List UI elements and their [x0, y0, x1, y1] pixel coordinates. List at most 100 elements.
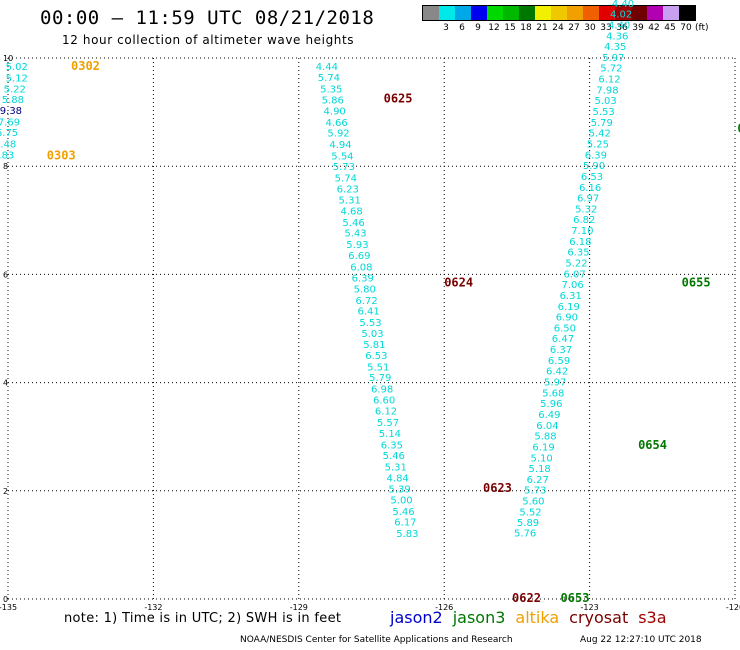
swh-value: 5.92 — [327, 129, 349, 140]
chart-title: 00:00 – 11:59 UTC 08/21/2018 — [40, 7, 375, 29]
swh-value: 5.03 — [361, 329, 383, 340]
swh-value: 4.66 — [325, 118, 347, 129]
swh-value: 6.23 — [337, 184, 359, 195]
y-tick-label: 6 — [3, 270, 8, 279]
swh-value: 4.94 — [329, 140, 351, 151]
swh-value: 6.19 — [558, 302, 580, 313]
swh-value: 4.68 — [340, 207, 362, 218]
y-tick-label: 10 — [3, 54, 13, 63]
legend-swatch — [631, 6, 647, 20]
swh-value: 5.80 — [354, 284, 376, 295]
swh-value: 6.07 — [563, 269, 585, 280]
pass-label: 0303 — [47, 148, 76, 162]
swh-value: 5.96 — [540, 399, 562, 410]
swh-value: 5.54 — [331, 151, 353, 162]
pass-label: 0653 — [561, 591, 590, 605]
swh-value: 6.48 — [0, 139, 16, 150]
swh-value: 5.14 — [379, 429, 401, 440]
swh-value: 6.39 — [585, 150, 607, 161]
legend-swatch — [423, 6, 439, 20]
track-0302-0303: 5.025.125.225.889.387.696.756.485.83 — [0, 62, 28, 161]
chart-subtitle: 12 hour collection of altimeter wave hei… — [62, 33, 355, 47]
swh-value: 5.02 — [6, 62, 28, 73]
pass-label: 0654 — [638, 438, 667, 452]
swh-value: 5.74 — [335, 174, 357, 185]
swh-value: 4.90 — [324, 106, 346, 117]
legend-swatch — [647, 6, 663, 20]
swh-value: 5.72 — [600, 64, 622, 75]
x-tick-label: -129 — [290, 603, 308, 612]
swh-value: 5.46 — [392, 507, 414, 518]
swh-value: 5.00 — [390, 495, 412, 506]
legend-label: 33 — [600, 23, 612, 33]
satellite-tracks: 5.025.125.225.889.387.696.756.485.834.44… — [0, 0, 634, 540]
swh-value: 5.42 — [589, 129, 611, 140]
x-tick-label: -135 — [0, 603, 17, 612]
swh-value: 5.86 — [322, 96, 344, 107]
x-tick-label: -132 — [144, 603, 162, 612]
legend-swatch — [503, 6, 519, 20]
swh-value: 6.31 — [560, 291, 582, 302]
legend-swatch — [455, 6, 471, 20]
pass-label: 0624 — [444, 276, 473, 290]
axis-ticks: -135 -132 -129 -126 -123 -120 0 2 4 6 8 10 — [0, 54, 740, 612]
swh-value: 5.97 — [544, 378, 566, 389]
swh-value: 6.39 — [352, 274, 374, 285]
swh-value: 5.18 — [529, 464, 551, 475]
swh-value: 5.22 — [565, 258, 587, 269]
legend-label: 3 — [443, 23, 449, 33]
legend-swatch — [599, 6, 615, 20]
swh-value: 4.02 — [610, 10, 632, 21]
satellite-altika: altika — [515, 608, 560, 627]
pass-labels: 0302 0303 0625 0624 0623 0622 0653 0654 0655 06 — [47, 59, 740, 605]
y-tick-label: 2 — [3, 487, 8, 496]
legend-label: 36 — [616, 23, 628, 33]
satellite-legend: jason2 jason3 altika cryosat s3a — [390, 608, 677, 627]
satellite-s3a: s3a — [638, 608, 667, 627]
swh-value: 6.49 — [538, 410, 560, 421]
swh-value: 6.37 — [550, 345, 572, 356]
swh-value: 6.98 — [371, 385, 393, 396]
swh-value: 5.53 — [359, 318, 381, 329]
swh-value: 6.47 — [552, 334, 574, 345]
swh-value: 6.72 — [356, 296, 378, 307]
pass-label: 0302 — [71, 59, 100, 73]
swh-value: 5.79 — [591, 118, 613, 129]
x-tick-label: -126 — [435, 603, 453, 612]
legend-swatch — [519, 6, 535, 20]
swh-value: 5.46 — [383, 451, 405, 462]
track-0653-0656: 5.765.895.525.605.736.275.185.106.195.88… — [514, 0, 634, 539]
swh-value: 5.46 — [342, 218, 364, 229]
swh-value: 5.81 — [363, 340, 385, 351]
legend-label: 15 — [504, 23, 516, 33]
swh-value: 5.88 — [2, 95, 24, 106]
swh-value: 9.38 — [0, 106, 22, 117]
legend-label: 39 — [632, 23, 644, 33]
swh-value: 6.16 — [579, 183, 601, 194]
color-scale-legend: 3 6 9 12 15 18 21 24 27 30 33 36 39 42 45 70 (ft) — [422, 5, 709, 35]
swh-value: 6.19 — [532, 442, 554, 453]
swh-value: 5.53 — [593, 107, 615, 118]
swh-value: 6.90 — [556, 313, 578, 324]
satellite-jason3: jason3 — [452, 608, 506, 627]
swh-value: 5.35 — [320, 84, 342, 95]
swh-value: 5.89 — [517, 518, 539, 529]
swh-value: 5.90 — [583, 161, 605, 172]
swh-value: 5.10 — [530, 453, 552, 464]
legend-label: 12 — [488, 23, 500, 33]
swh-value: 6.08 — [350, 262, 372, 273]
satellite-cryosat: cryosat — [569, 608, 629, 627]
y-tick-label: 8 — [3, 162, 8, 171]
credit-line: NOAA/NESDIS Center for Satellite Applica… — [240, 635, 513, 645]
swh-value: 5.60 — [522, 497, 544, 508]
swh-value: 6.53 — [365, 351, 387, 362]
pass-label: 0622 — [512, 591, 541, 605]
swh-value: 7.06 — [562, 280, 584, 291]
swh-value: 5.31 — [385, 462, 407, 473]
swh-value: 7.98 — [596, 85, 618, 96]
generation-timestamp: Aug 22 12:27:10 UTC 2018 — [580, 635, 702, 645]
legend-label: 70 — [680, 23, 692, 33]
swh-value: 6.97 — [577, 194, 599, 205]
swh-value: 5.83 — [396, 529, 418, 540]
